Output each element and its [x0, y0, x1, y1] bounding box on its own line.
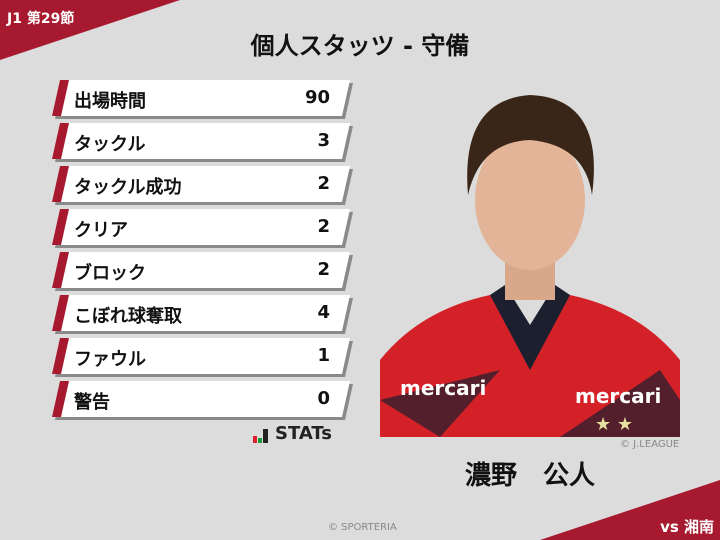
- round-label: J1 第29節: [7, 11, 75, 27]
- stat-label: ファウル: [74, 349, 146, 370]
- bar-chart-icon: [253, 429, 268, 443]
- stat-label: タックル: [74, 134, 146, 155]
- page-title: 個人スタッツ - 守備: [250, 32, 470, 60]
- stat-value: 90: [304, 87, 330, 108]
- stat-row: クリア 2: [52, 209, 352, 245]
- stat-label: 出場時間: [74, 91, 146, 112]
- stat-value: 2: [317, 216, 330, 237]
- stat-row: 出場時間 90: [52, 80, 352, 116]
- stat-row: ブロック 2: [52, 252, 352, 288]
- stat-row: タックル 3: [52, 123, 352, 159]
- stat-value: 1: [317, 345, 330, 366]
- stats-logo-text: STATs: [275, 423, 332, 444]
- stat-value: 0: [317, 388, 330, 409]
- sporteria-credit: © SPORTERIA: [328, 522, 397, 533]
- jersey-sponsor-right: mercari: [575, 384, 661, 408]
- stat-row: ファウル 1: [52, 338, 352, 374]
- stats-logo: STATs: [253, 425, 332, 443]
- jersey-sponsor-left: mercari: [400, 376, 486, 400]
- stat-row: こぼれ球奪取 4: [52, 295, 352, 331]
- stat-value: 3: [317, 130, 330, 151]
- player-name: 濃野 公人: [464, 461, 595, 491]
- stat-row: タックル成功 2: [52, 166, 352, 202]
- stat-label: こぼれ球奪取: [74, 306, 182, 327]
- stat-label: タックル成功: [74, 177, 182, 198]
- stat-value: 2: [317, 259, 330, 280]
- stat-label: 警告: [74, 392, 110, 413]
- stat-value: 2: [317, 173, 330, 194]
- stat-label: クリア: [74, 220, 128, 241]
- stat-row: 警告 0: [52, 381, 352, 417]
- photo-credit: © J.LEAGUE: [620, 439, 680, 450]
- player-photo: mercari mercari ★ ★: [380, 70, 680, 437]
- svg-text:★ ★: ★ ★: [595, 414, 633, 435]
- stat-label: ブロック: [74, 263, 146, 284]
- opponent-label: vs 湘南: [660, 518, 714, 536]
- stat-value: 4: [317, 302, 330, 323]
